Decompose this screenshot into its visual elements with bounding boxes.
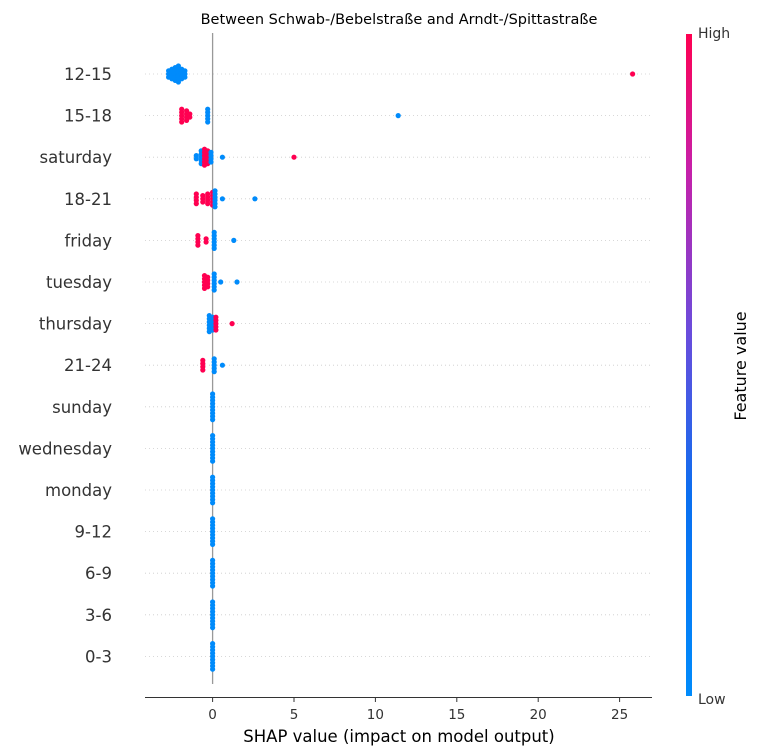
feature-label: 3-6 <box>85 606 112 625</box>
data-point <box>193 156 199 162</box>
data-point <box>219 196 225 202</box>
feature-label: monday <box>45 481 112 500</box>
colorbar-label: Feature value <box>731 311 750 420</box>
data-point <box>205 119 211 125</box>
data-point <box>213 327 219 333</box>
data-point <box>252 196 258 202</box>
data-point <box>211 245 217 251</box>
feature-label: tuesday <box>46 273 112 292</box>
data-point <box>231 237 237 243</box>
x-tick-label: 25 <box>611 707 628 723</box>
feature-label: wednesday <box>18 439 112 458</box>
x-axis-label: SHAP value (impact on model output) <box>243 727 554 746</box>
data-point <box>211 287 217 293</box>
data-point <box>187 114 193 120</box>
feature-label: saturday <box>40 148 113 167</box>
data-point <box>219 154 225 160</box>
data-point <box>219 362 225 368</box>
data-point <box>630 71 636 77</box>
data-point <box>210 458 216 464</box>
data-point <box>182 74 188 80</box>
feature-label: sunday <box>52 398 112 417</box>
data-point <box>193 201 199 207</box>
data-point <box>210 500 216 506</box>
x-tick-label: 5 <box>290 707 299 723</box>
chart-title: Between Schwab-/Bebelstraße and Arndt-/S… <box>201 12 598 28</box>
data-point <box>212 204 218 210</box>
data-point <box>211 369 217 375</box>
data-point <box>195 242 201 248</box>
feature-label: 9-12 <box>75 523 112 542</box>
feature-label: thursday <box>39 315 112 334</box>
data-point <box>210 625 216 631</box>
feature-label: friday <box>64 231 112 250</box>
data-point <box>291 154 297 160</box>
data-point <box>200 199 206 205</box>
data-point <box>203 239 209 245</box>
data-point <box>218 279 224 285</box>
feature-label: 12-15 <box>64 65 112 84</box>
data-point <box>208 159 214 165</box>
feature-label: 18-21 <box>64 190 112 209</box>
x-tick-label: 15 <box>448 707 465 723</box>
data-point <box>200 367 206 373</box>
x-axis-ticks: 0 5 10 15 20 25 <box>208 697 628 723</box>
feature-label: 0-3 <box>85 647 112 666</box>
feature-label: 21-24 <box>64 356 112 375</box>
data-point <box>175 79 181 85</box>
feature-label: 6-9 <box>85 564 112 583</box>
data-point <box>184 117 190 123</box>
data-point <box>205 201 211 207</box>
colorbar-low-label: Low <box>698 692 726 708</box>
data-point <box>210 541 216 548</box>
data-point <box>210 583 216 589</box>
x-tick-label: 20 <box>530 707 547 723</box>
feature-label: 15-18 <box>64 107 112 126</box>
data-point <box>234 279 240 285</box>
colorbar <box>686 34 692 696</box>
colorbar-high-label: High <box>698 26 730 42</box>
data-point <box>229 321 235 327</box>
x-tick-label: 10 <box>367 707 384 723</box>
data-point <box>205 284 211 290</box>
row-gridlines <box>145 73 652 657</box>
data-point <box>395 113 401 119</box>
data-points <box>166 63 636 672</box>
x-tick-label: 0 <box>208 707 217 723</box>
data-point <box>210 666 216 672</box>
data-point <box>210 417 216 423</box>
data-point <box>179 119 185 125</box>
feature-labels: 12-15 15-18 saturday 18-21 friday tuesday thur… <box>18 65 112 666</box>
